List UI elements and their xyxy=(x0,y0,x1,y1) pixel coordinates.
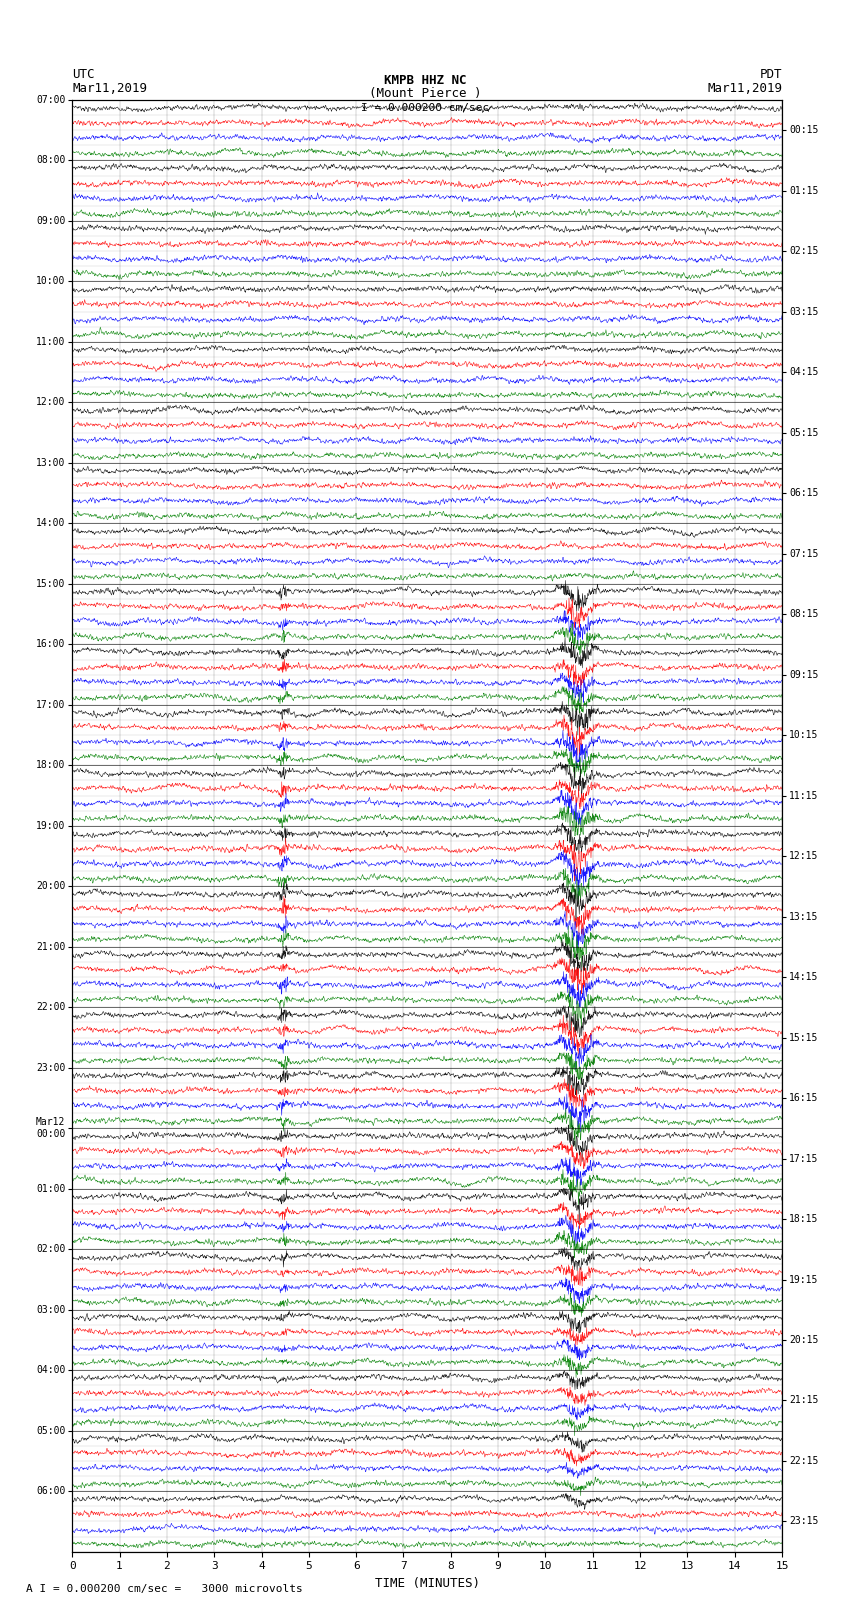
Text: (Mount Pierce ): (Mount Pierce ) xyxy=(369,87,481,100)
X-axis label: TIME (MINUTES): TIME (MINUTES) xyxy=(375,1578,479,1590)
Text: KMPB HHZ NC: KMPB HHZ NC xyxy=(383,74,467,87)
Text: I = 0.000200 cm/sec: I = 0.000200 cm/sec xyxy=(361,103,489,113)
Text: Mar11,2019: Mar11,2019 xyxy=(72,82,147,95)
Text: PDT: PDT xyxy=(760,68,782,81)
Text: Mar11,2019: Mar11,2019 xyxy=(707,82,782,95)
Text: UTC: UTC xyxy=(72,68,94,81)
Text: A I = 0.000200 cm/sec =   3000 microvolts: A I = 0.000200 cm/sec = 3000 microvolts xyxy=(26,1584,303,1594)
